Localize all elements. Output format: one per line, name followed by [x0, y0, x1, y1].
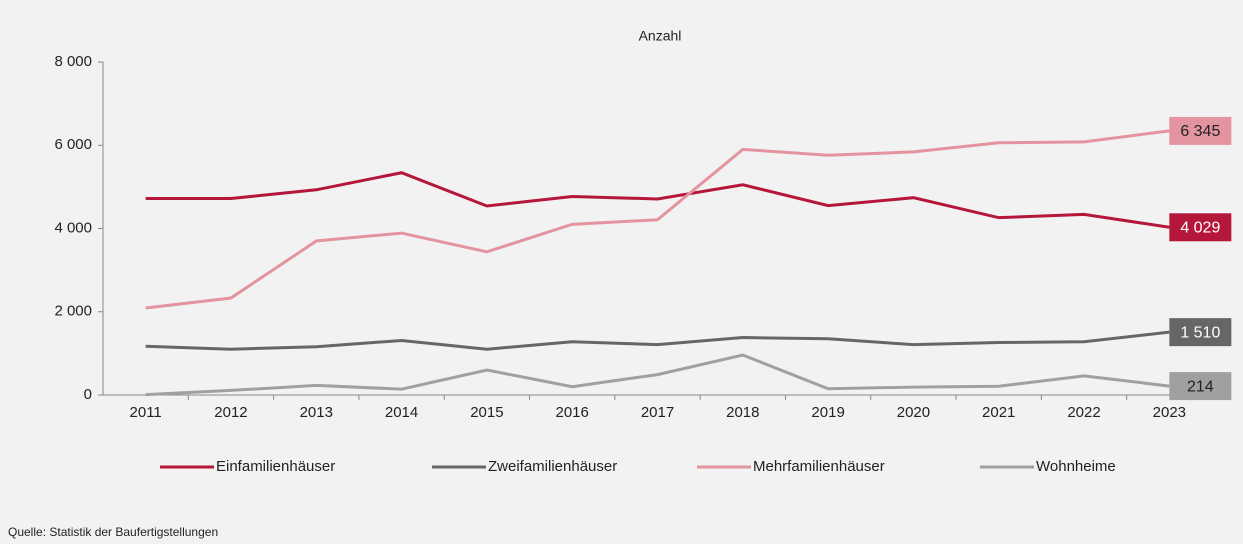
y-tick-label: 6 000: [54, 136, 92, 153]
x-tick-label: 2016: [556, 404, 589, 421]
x-tick-label: 2019: [811, 404, 844, 421]
value-label: 1 510: [1180, 324, 1220, 341]
value-label: 214: [1187, 378, 1214, 395]
x-tick-label: 2022: [1067, 404, 1100, 421]
x-tick-label: 2014: [385, 404, 418, 421]
legend-label: Mehrfamilienhäuser: [753, 458, 885, 475]
value-label: 6 345: [1180, 123, 1220, 140]
series-line: [145, 353, 1170, 397]
value-label-box: [1169, 318, 1232, 347]
x-tick-label: 2017: [641, 404, 674, 421]
x-tick-label: 2013: [300, 404, 333, 421]
value-label-box: [1169, 116, 1232, 145]
x-tick-label: 2023: [1153, 404, 1186, 421]
legend-label: Wohnheime: [1036, 458, 1116, 475]
x-tick-label: 2015: [470, 404, 503, 421]
series-line: [145, 171, 1170, 229]
value-label-box: [1169, 213, 1232, 242]
y-tick-label: 4 000: [54, 219, 92, 236]
y-tick-label: 8 000: [54, 53, 92, 70]
x-tick-label: 2018: [726, 404, 759, 421]
value-label: 4 029: [1180, 220, 1220, 237]
source: Quelle: Statistik der Baufertigstellunge…: [8, 525, 218, 539]
series-line: [145, 330, 1170, 351]
legend-label: Zweifamilienhäuser: [488, 458, 617, 475]
chart-title: Anzahl: [639, 28, 682, 44]
x-tick-label: 2020: [897, 404, 930, 421]
value-label-box: [1169, 372, 1232, 401]
y-tick-label: 2 000: [54, 303, 92, 320]
x-tick-label: 2011: [130, 404, 162, 421]
x-tick-label: 2012: [214, 404, 247, 421]
legend-label: Einfamilienhäuser: [216, 458, 335, 475]
series-line: [145, 129, 1170, 310]
x-tick-label: 2021: [982, 404, 1015, 421]
y-tick-label: 0: [84, 386, 92, 403]
